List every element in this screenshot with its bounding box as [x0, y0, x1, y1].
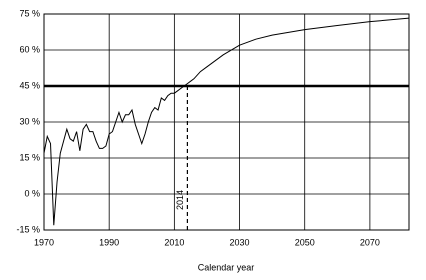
x-tick-label: 2070: [360, 237, 380, 247]
data-line: [43, 17, 410, 226]
x-tick-label: 1970: [34, 237, 54, 247]
y-tick-label: 15 %: [19, 152, 40, 162]
y-tick-label: 0 %: [24, 188, 40, 198]
y-tick-label: -15 %: [16, 224, 40, 234]
y-tick-label: 75 %: [19, 8, 40, 18]
y-tick-label: 45 %: [19, 80, 40, 90]
y-tick-label: 60 %: [19, 44, 40, 54]
x-tick-label: 2030: [230, 237, 250, 247]
y-tick-label: 30 %: [19, 116, 40, 126]
x-tick-label: 2010: [164, 237, 184, 247]
x-tick-label: 1990: [99, 237, 119, 247]
marker-label: 2014: [175, 190, 185, 210]
x-axis-label: Calendar year: [198, 262, 255, 272]
x-tick-label: 2050: [295, 237, 315, 247]
